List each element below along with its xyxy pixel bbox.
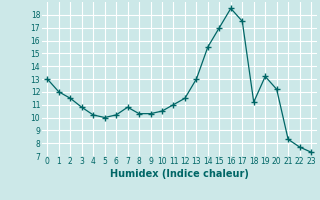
X-axis label: Humidex (Indice chaleur): Humidex (Indice chaleur) xyxy=(110,169,249,179)
